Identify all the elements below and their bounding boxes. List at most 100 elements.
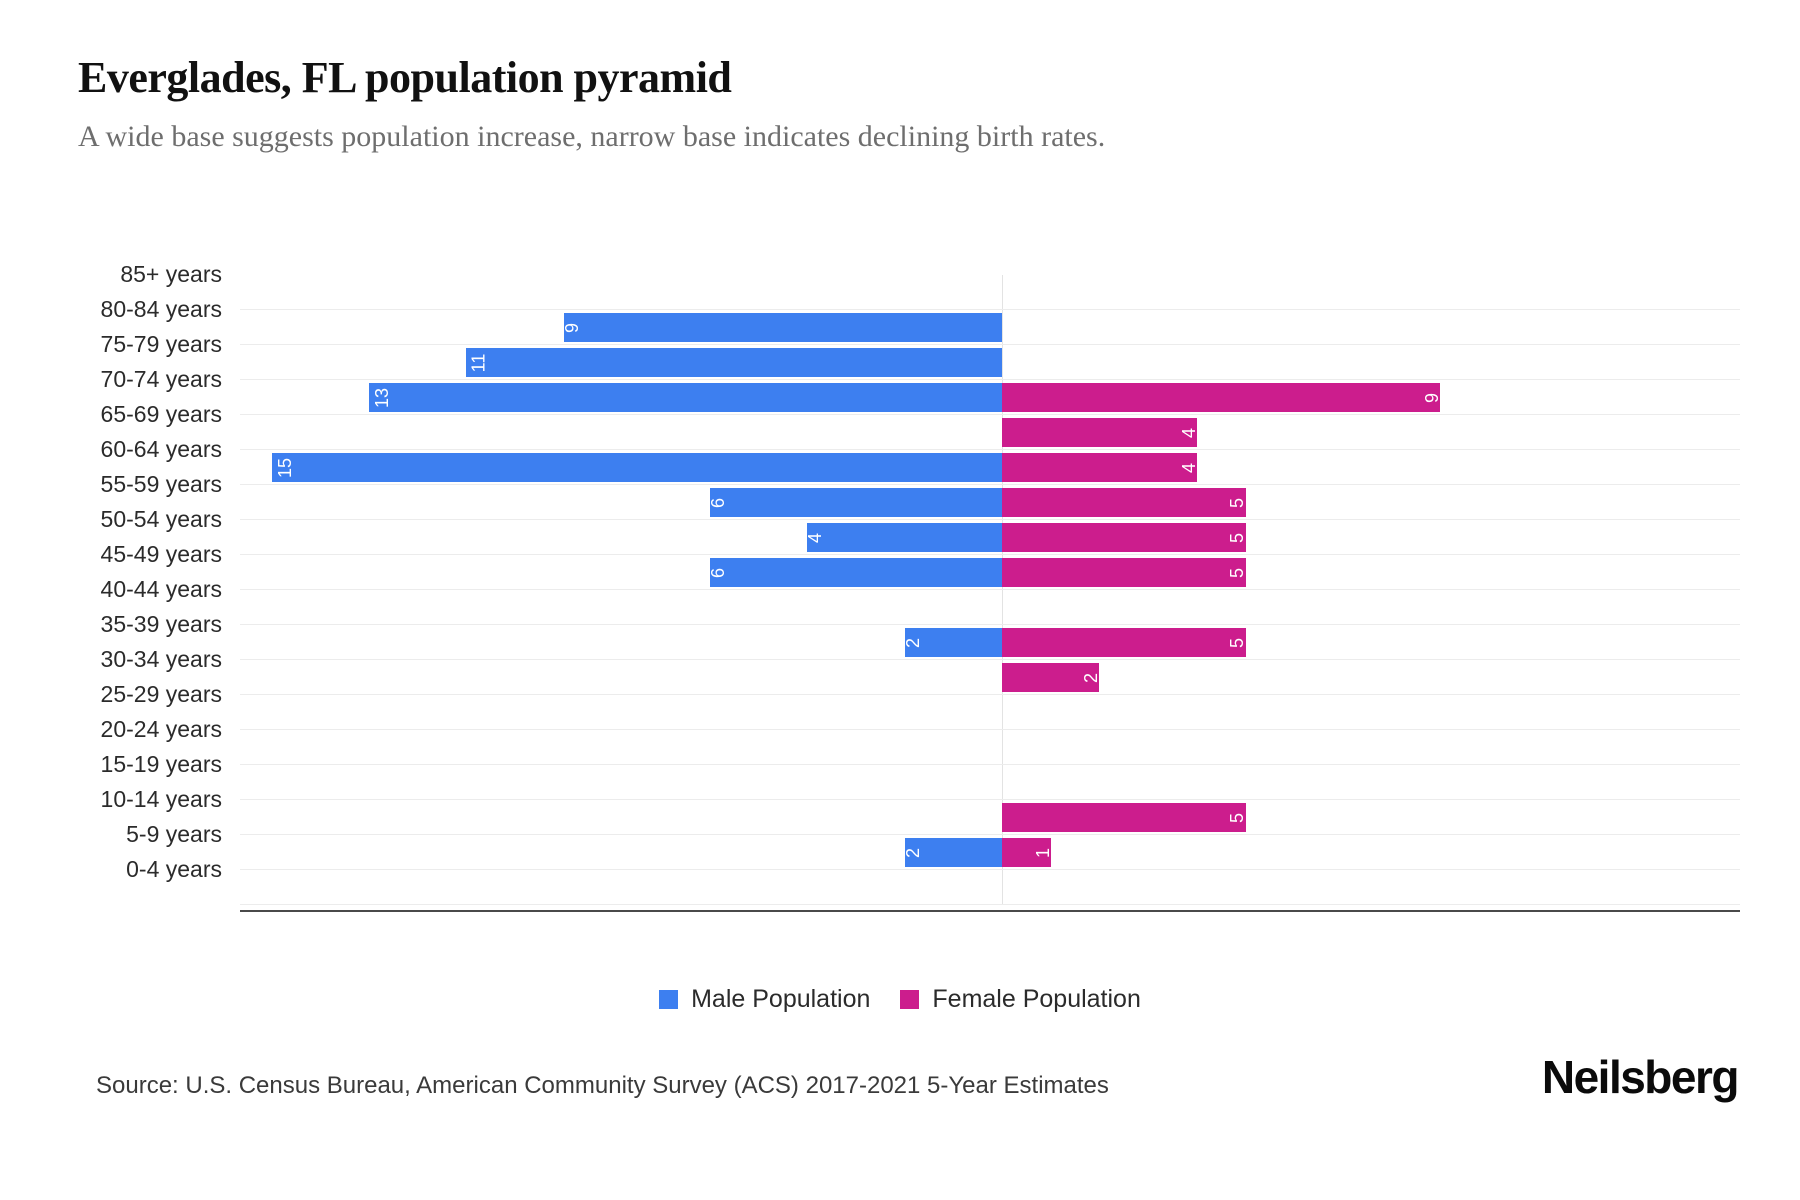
gridline	[240, 554, 1740, 555]
zero-axis-line	[1002, 275, 1003, 905]
pyramid-row: 9	[240, 310, 1740, 345]
pyramid-row: 2	[240, 660, 1740, 695]
bar-male[interactable]: 6	[707, 488, 1002, 517]
bar-male[interactable]: 6	[707, 558, 1002, 587]
pyramid-row: 13 9	[240, 380, 1740, 415]
gridline	[240, 799, 1740, 800]
bar-value-female: 5	[1227, 567, 1248, 578]
y-axis-label: 65-69 years	[100, 401, 222, 427]
y-axis-label: 45-49 years	[100, 541, 222, 567]
bar-value-female: 4	[1178, 462, 1199, 473]
bar-female[interactable]: 2	[1002, 663, 1102, 692]
bar-value-female: 5	[1227, 497, 1248, 508]
y-axis-label: 80-84 years	[100, 296, 222, 322]
bar-value-male: 6	[707, 567, 728, 578]
gridline	[240, 519, 1740, 520]
chart-legend: Male Population Female Population	[0, 985, 1800, 1014]
bar-female[interactable]: 5	[1002, 558, 1248, 587]
female-swatch-icon	[900, 990, 920, 1009]
bar-value-male: 4	[805, 532, 826, 543]
y-axis-labels: 85+ years 80-84 years 75-79 years 70-74 yea…	[0, 261, 230, 905]
bar-female[interactable]: 5	[1002, 523, 1248, 552]
bar-value-male: 6	[707, 497, 728, 508]
y-axis-label: 25-29 years	[100, 681, 222, 707]
gridline	[240, 659, 1740, 660]
gridline	[240, 624, 1740, 625]
gridline	[240, 694, 1740, 695]
legend-item-female[interactable]: Female Population	[900, 985, 1141, 1014]
bar-value-female: 1	[1032, 847, 1053, 858]
y-axis-label: 30-34 years	[100, 646, 222, 672]
bar-value-female: 2	[1081, 672, 1102, 683]
bar-value-female: 5	[1227, 532, 1248, 543]
gridline	[240, 729, 1740, 730]
gridline	[240, 344, 1740, 345]
bar-female[interactable]: 5	[1002, 628, 1248, 657]
bar-value-female: 9	[1422, 392, 1443, 403]
bar-male[interactable]: 15	[271, 453, 1002, 482]
source-note: Source: U.S. Census Bureau, American Com…	[96, 1072, 1109, 1099]
y-axis-label: 55-59 years	[100, 471, 222, 497]
pyramid-row	[240, 730, 1740, 765]
gridline	[240, 869, 1740, 870]
y-axis-label: 60-64 years	[100, 436, 222, 462]
gridline	[240, 449, 1740, 450]
y-axis-label: 70-74 years	[100, 366, 222, 392]
gridline	[240, 904, 1740, 905]
page-title: Everglades, FL population pyramid	[78, 53, 732, 102]
y-axis-label: 35-39 years	[100, 611, 222, 637]
bar-female[interactable]: 9	[1002, 383, 1443, 412]
bar-female[interactable]: 4	[1002, 453, 1199, 482]
y-axis-label: 10-14 years	[100, 786, 222, 812]
bar-value-male: 11	[468, 353, 489, 372]
y-axis-label: 75-79 years	[100, 331, 222, 357]
bar-female[interactable]: 5	[1002, 803, 1248, 832]
brand-logo: Neilsberg	[1541, 1051, 1740, 1103]
x-axis-baseline	[240, 910, 1740, 912]
bar-value-female: 4	[1178, 427, 1199, 438]
bar-value-female: 5	[1227, 637, 1248, 648]
pyramid-row	[240, 870, 1740, 905]
bar-male[interactable]: 13	[368, 383, 1002, 412]
bar-value-male: 2	[902, 637, 923, 648]
pyramid-plot-area: 9 11 13 9 4 15 4 6 5 4 5 6 5 2 5 2 5 2 1	[240, 275, 1740, 912]
bar-female[interactable]: 1	[1002, 838, 1053, 867]
gridline	[240, 379, 1740, 380]
legend-label-female: Female Population	[932, 985, 1141, 1013]
pyramid-row: 5	[240, 800, 1740, 835]
bar-male[interactable]: 9	[562, 313, 1002, 342]
legend-label-male: Male Population	[691, 985, 871, 1013]
y-axis-label: 20-24 years	[100, 716, 222, 742]
bar-female[interactable]: 4	[1002, 418, 1199, 447]
gridline	[240, 309, 1740, 310]
gridline	[240, 589, 1740, 590]
pyramid-row: 15 4	[240, 450, 1740, 485]
page-subtitle: A wide base suggests population increase…	[78, 120, 1106, 153]
bar-male[interactable]: 11	[466, 348, 1002, 377]
bar-male[interactable]: 4	[805, 523, 1002, 552]
gridline	[240, 764, 1740, 765]
y-axis-label: 15-19 years	[100, 751, 222, 777]
y-axis-label: 50-54 years	[100, 506, 222, 532]
bar-male[interactable]: 2	[902, 838, 1002, 867]
bar-female[interactable]: 5	[1002, 488, 1248, 517]
y-axis-label: 85+ years	[120, 261, 222, 287]
y-axis-label: 0-4 years	[126, 856, 222, 882]
y-axis-label: 40-44 years	[100, 576, 222, 602]
legend-item-male[interactable]: Male Population	[659, 985, 870, 1014]
bar-value-female: 5	[1227, 812, 1248, 823]
bar-value-male: 2	[902, 847, 923, 858]
y-axis-label: 5-9 years	[126, 821, 222, 847]
pyramid-row: 11	[240, 345, 1740, 380]
pyramid-row	[240, 765, 1740, 800]
pyramid-row	[240, 275, 1740, 310]
bar-male[interactable]: 2	[902, 628, 1002, 657]
pyramid-row: 4	[240, 415, 1740, 450]
gridline	[240, 834, 1740, 835]
